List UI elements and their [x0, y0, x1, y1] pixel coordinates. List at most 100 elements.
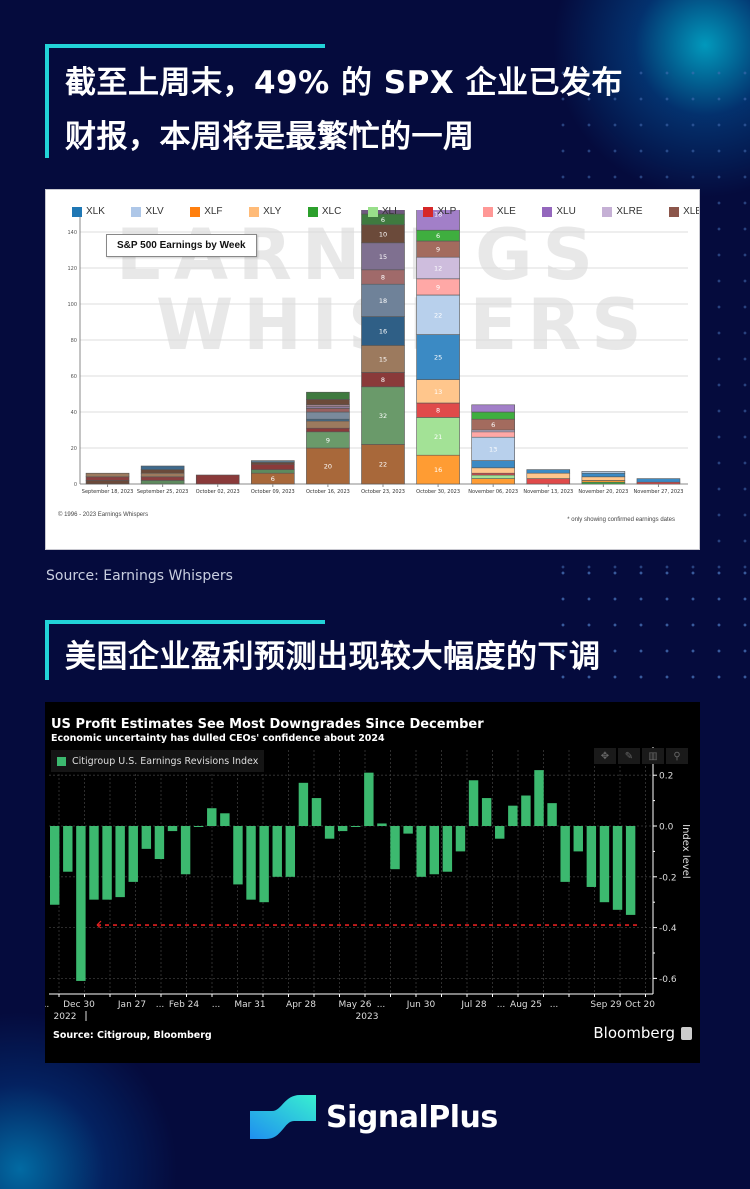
legend-item[interactable]: XLI — [367, 206, 397, 217]
legend-item[interactable]: XLY — [249, 206, 281, 217]
svg-text:-0.2: -0.2 — [659, 873, 677, 883]
legend-label: XLB — [683, 206, 699, 217]
stacked-bar[interactable] — [636, 478, 681, 485]
svg-text:September 18, 2023: September 18, 2023 — [82, 489, 134, 495]
chart-title: US Profit Estimates See Most Downgrades … — [51, 717, 484, 732]
stacked-bar[interactable] — [85, 472, 130, 485]
revision-bar[interactable] — [403, 826, 413, 834]
stacked-bar[interactable]: 22 32 8 15 16 18 8 15 10 6 6 — [361, 210, 405, 485]
revision-bar[interactable] — [560, 826, 570, 882]
revision-bar[interactable] — [468, 780, 479, 826]
svg-text:...: ... — [45, 1000, 49, 1010]
section-heading-profit-estimates: 美国企业盈利预测出现较大幅度的下调 — [45, 620, 601, 680]
revision-bar[interactable] — [547, 803, 557, 826]
bars-icon[interactable]: ▥ — [642, 748, 664, 764]
heading-line: 美国企业盈利预测出现较大幅度的下调 — [65, 639, 601, 675]
revision-bar[interactable] — [625, 826, 636, 915]
revision-bar[interactable] — [76, 826, 86, 981]
earnings-revisions-chart: US Profit Estimates See Most Downgrades … — [45, 702, 700, 1063]
revision-bar[interactable] — [233, 826, 243, 885]
revision-bar[interactable] — [89, 826, 99, 900]
legend-item[interactable]: XLU — [542, 206, 576, 217]
revision-bar[interactable] — [63, 826, 73, 872]
legend-swatch — [57, 756, 66, 766]
earnings-by-week-chart: EARNINGS WHISPERS XLKXLVXLFXLYXLCXLIXLPX… — [45, 189, 700, 550]
stacked-bar[interactable]: 20 9 — [306, 391, 350, 485]
svg-text:16: 16 — [379, 328, 387, 336]
revision-bar[interactable] — [481, 798, 492, 826]
revision-bar[interactable] — [521, 795, 531, 826]
stacked-bar[interactable] — [140, 465, 185, 485]
bloomberg-brand: Bloomberg — [593, 1024, 692, 1042]
svg-text:8: 8 — [381, 274, 385, 282]
revision-bar[interactable] — [180, 826, 191, 875]
legend-item[interactable]: XLK — [72, 206, 105, 217]
legend-label: XLC — [321, 206, 342, 217]
svg-text:22: 22 — [434, 311, 442, 319]
svg-text:November 20, 2023: November 20, 2023 — [578, 489, 628, 495]
stacked-bar[interactable]: 16 21 8 13 25 22 9 12 9 6 18 — [416, 210, 460, 485]
revision-bar[interactable] — [455, 826, 466, 852]
revision-bar[interactable] — [495, 826, 505, 839]
revision-bar[interactable] — [351, 826, 361, 827]
legend-item[interactable]: XLE — [482, 206, 516, 217]
revision-bar[interactable] — [416, 826, 426, 877]
revision-bar[interactable] — [154, 826, 165, 860]
legend-item[interactable]: XLRE — [602, 206, 643, 217]
revision-bar[interactable] — [220, 813, 230, 826]
revision-bar[interactable] — [586, 826, 597, 887]
crosshair-icon[interactable]: ✥ — [594, 748, 616, 764]
stacked-bar[interactable] — [581, 471, 626, 485]
zoom-icon[interactable]: ⚲ — [666, 748, 688, 764]
revision-bar[interactable] — [115, 826, 125, 898]
revision-bar[interactable] — [246, 826, 256, 900]
pencil-icon[interactable]: ✎ — [618, 748, 640, 764]
stacked-bar[interactable] — [526, 469, 571, 485]
revision-bar[interactable] — [207, 808, 217, 826]
legend-item[interactable]: XLB — [669, 206, 699, 217]
revision-bar[interactable] — [102, 826, 112, 900]
revision-bar[interactable] — [272, 826, 282, 877]
revision-bar[interactable] — [612, 826, 623, 910]
svg-text:Feb 24: Feb 24 — [169, 1000, 200, 1010]
legend-item[interactable]: XLF — [190, 206, 223, 217]
revision-bar[interactable] — [599, 826, 610, 903]
legend-item[interactable]: XLC — [307, 206, 342, 217]
legend-swatch — [72, 206, 82, 217]
revision-bar[interactable] — [50, 826, 60, 905]
revision-bar[interactable] — [377, 823, 387, 826]
svg-text:0: 0 — [74, 482, 77, 488]
svg-text:Aug 25: Aug 25 — [510, 1000, 542, 1010]
svg-text:6: 6 — [491, 421, 495, 429]
revision-bar[interactable] — [167, 826, 178, 832]
legend-item[interactable]: XLV — [131, 206, 164, 217]
stacked-bar[interactable]: 13 6 — [471, 404, 515, 485]
revision-bar[interactable] — [534, 770, 544, 826]
stacked-bar[interactable] — [195, 474, 240, 485]
revision-bar[interactable] — [324, 826, 335, 839]
copyright-text: © 1996 - 2023 Earnings Whispers — [58, 512, 149, 518]
revision-bar[interactable] — [193, 826, 204, 827]
revision-bar[interactable] — [390, 826, 400, 870]
stacked-bar[interactable]: 6 — [251, 460, 295, 485]
revision-bar[interactable] — [429, 826, 440, 875]
revision-bar[interactable] — [508, 805, 518, 826]
revision-bar[interactable] — [442, 826, 453, 872]
chart-title: S&P 500 Earnings by Week — [106, 234, 257, 257]
legend-swatch — [602, 206, 613, 217]
revision-bar[interactable] — [128, 826, 138, 882]
revision-bar[interactable] — [311, 798, 322, 826]
revision-bar[interactable] — [298, 782, 309, 826]
revision-bar[interactable] — [573, 826, 583, 852]
revision-bar[interactable] — [141, 826, 152, 849]
revision-bar[interactable] — [259, 826, 269, 903]
legend-item[interactable]: XLP — [423, 206, 456, 217]
svg-text:November 27, 2023: November 27, 2023 — [634, 489, 684, 495]
svg-text:Dec 30: Dec 30 — [63, 1000, 95, 1010]
revision-bar[interactable] — [285, 826, 296, 877]
revision-bar[interactable] — [364, 772, 374, 826]
svg-text:November 06, 2023: November 06, 2023 — [468, 489, 518, 495]
signalplus-logo-icon — [250, 1095, 316, 1139]
svg-text:September 25, 2023: September 25, 2023 — [137, 489, 189, 495]
revision-bar[interactable] — [337, 826, 348, 832]
